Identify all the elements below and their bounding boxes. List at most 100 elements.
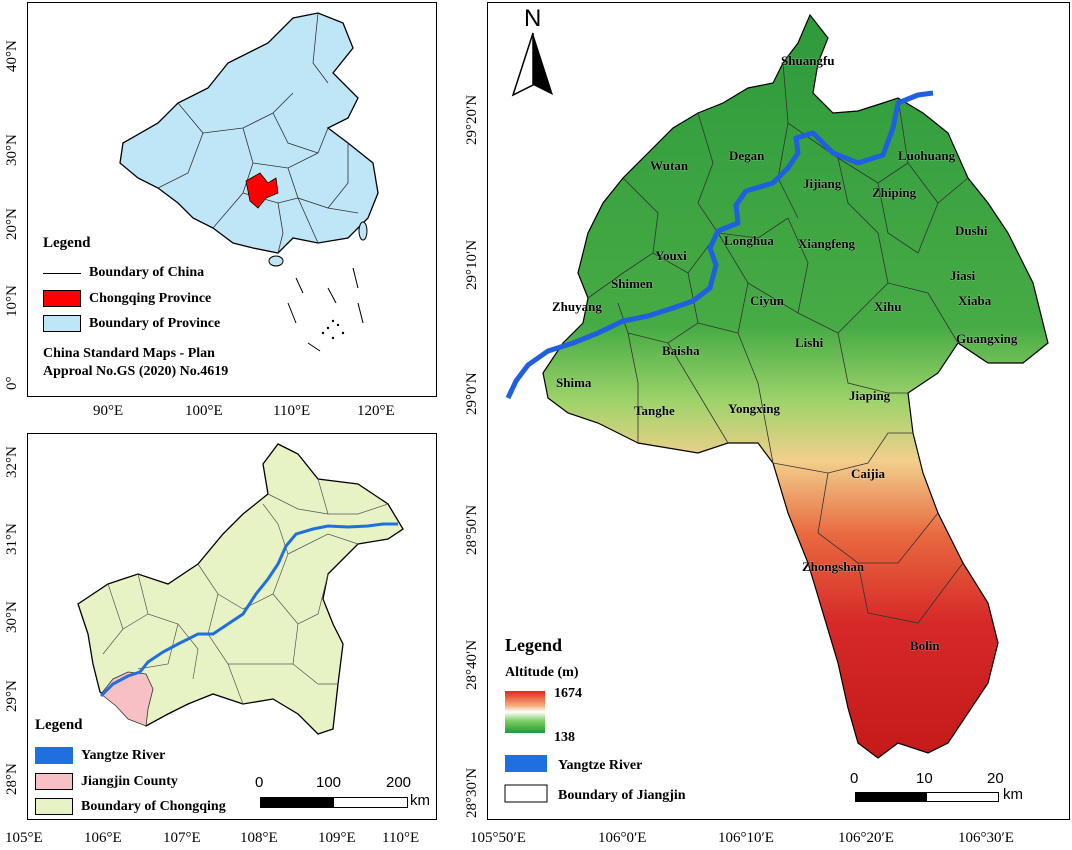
lon-label: 106°0′E: [598, 830, 647, 846]
lon-label: 90°E: [93, 403, 124, 419]
red-swatch: [43, 290, 81, 307]
lat-label: 28°40′N: [464, 639, 480, 690]
scale-tick-10: 10: [916, 770, 933, 787]
lat-label: 29°20′N: [464, 94, 480, 145]
town-label: Caijia: [851, 466, 885, 481]
lon-label: 106°30′E: [958, 830, 1014, 846]
scale-tick-100: 100: [316, 774, 342, 791]
legend-item-yangtze: Yangtze River: [35, 747, 165, 764]
altitude-title: Altitude (m): [505, 665, 579, 680]
blue-swatch: [35, 747, 73, 764]
yangtze-river: [99, 522, 398, 698]
blue-swatch: [43, 315, 81, 332]
town-label: Youxi: [655, 248, 687, 263]
lat-label: 30°N: [4, 134, 20, 166]
scale-tick-0: 0: [255, 774, 264, 791]
jiangjin-boundary: [542, 13, 1049, 759]
north-label: N: [524, 5, 542, 32]
lon-label: 109°E: [318, 830, 356, 846]
lat-label: 10°N: [4, 285, 20, 317]
town-label: Shimen: [611, 276, 653, 291]
green-swatch: [35, 798, 73, 815]
town-label: Xihu: [874, 299, 902, 314]
chongqing-outline: [77, 443, 404, 735]
town-label: Shima: [556, 375, 592, 390]
town-label: Xiangfeng: [798, 236, 856, 251]
china-outline: [119, 12, 379, 254]
lon-label: 106°20′E: [838, 830, 894, 846]
jiangjin-highlight: [100, 671, 154, 727]
scale-bar: [855, 792, 999, 802]
town-label: Zhuyang: [552, 299, 602, 314]
jiangjin-map-graphic: [504, 13, 1049, 803]
altitude-gradient: [505, 691, 545, 733]
lat-label: 28°50′N: [464, 504, 480, 555]
lon-label: 105°50′E: [470, 830, 526, 846]
legend-label: Boundary of Province: [89, 315, 221, 331]
chongqing-map-graphic: [77, 443, 404, 735]
legend-item-chongqing: Chongqing Province: [43, 290, 211, 307]
line-swatch: [43, 272, 81, 274]
lat-label: 20°N: [4, 208, 20, 240]
town-label: Zhiping: [872, 185, 917, 200]
lat-label: 29°0′N: [464, 372, 480, 415]
jiangjin-legend-title: Legend: [505, 635, 563, 655]
legend-item-province: Boundary of Province: [43, 315, 220, 332]
north-arrow: [511, 32, 553, 97]
legend-label: Boundary of Chongqing: [81, 798, 226, 814]
lat-label: 28°30′N: [464, 767, 480, 818]
town-label: Longhua: [724, 233, 774, 248]
lat-label: 32°N: [4, 446, 20, 478]
lon-label: 110°E: [382, 830, 420, 846]
map-approval-note-1: China Standard Maps - Plan: [43, 346, 215, 361]
lon-label: 100°E: [185, 403, 223, 419]
chongqing-inset-map: Legend Yangtze River Jiangjin County Bou…: [27, 433, 437, 820]
chongqing-highlight: [245, 172, 279, 209]
yangtze-river: [505, 90, 934, 400]
town-label: Ciyun: [750, 293, 784, 308]
jiangjin-main-map: N Shuangfu Wutan Degan Luohuang Jijiang …: [487, 2, 1070, 820]
town-label: Jijiang: [803, 176, 842, 191]
china-legend-title: Legend: [43, 235, 91, 251]
legend-item-jiangjin: Jiangjin County: [35, 773, 178, 790]
china-map-graphic: [119, 12, 379, 352]
lat-label: 29°10′N: [464, 239, 480, 290]
town-label: Luohuang: [898, 148, 956, 163]
lat-label: 40°N: [4, 40, 20, 72]
lon-label: 106°E: [84, 830, 122, 846]
legend-label: Yangtze River: [81, 747, 166, 763]
scale-unit: km: [410, 792, 430, 809]
town-label: Xiaba: [958, 293, 992, 308]
lat-label: 0°: [4, 376, 20, 391]
town-label: Tanghe: [634, 403, 675, 418]
lon-label: 107°E: [163, 830, 201, 846]
scale-unit: km: [1003, 786, 1023, 803]
boundary-swatch: [504, 784, 548, 803]
lon-label: 120°E: [357, 403, 395, 419]
legend-item-yangtze: Yangtze River: [558, 758, 643, 773]
altitude-min: 138: [554, 730, 575, 745]
legend-label: Jiangjin County: [81, 773, 178, 789]
lon-label: 108°E: [240, 830, 278, 846]
lat-label: 29°N: [4, 680, 20, 712]
legend-item-chongqing-boundary: Boundary of Chongqing: [35, 798, 226, 815]
town-label: Jiasi: [950, 268, 976, 283]
map-approval-note-2: Approal No.GS (2020) No.4619: [43, 364, 229, 379]
chongqing-legend-title: Legend: [35, 717, 83, 733]
town-label: Jiaping: [849, 388, 891, 403]
town-label: Shuangfu: [781, 53, 835, 68]
scale-tick-200: 200: [386, 774, 412, 791]
legend-item-china-boundary: Boundary of China: [43, 265, 204, 281]
scale-bar: [260, 797, 408, 808]
legend-label: Chongqing Province: [89, 290, 212, 306]
river-swatch: [505, 755, 547, 772]
legend-item-jiangjin-boundary: Boundary of Jiangjin: [558, 788, 686, 803]
town-label: Lishi: [795, 335, 824, 350]
town-label: Wutan: [650, 158, 689, 173]
lat-label: 30°N: [4, 601, 20, 633]
town-label: Guangxing: [956, 331, 1018, 346]
lon-label: 106°10′E: [718, 830, 774, 846]
lat-label: 31°N: [4, 523, 20, 555]
lon-label: 110°E: [273, 403, 311, 419]
town-label: Degan: [729, 148, 765, 163]
